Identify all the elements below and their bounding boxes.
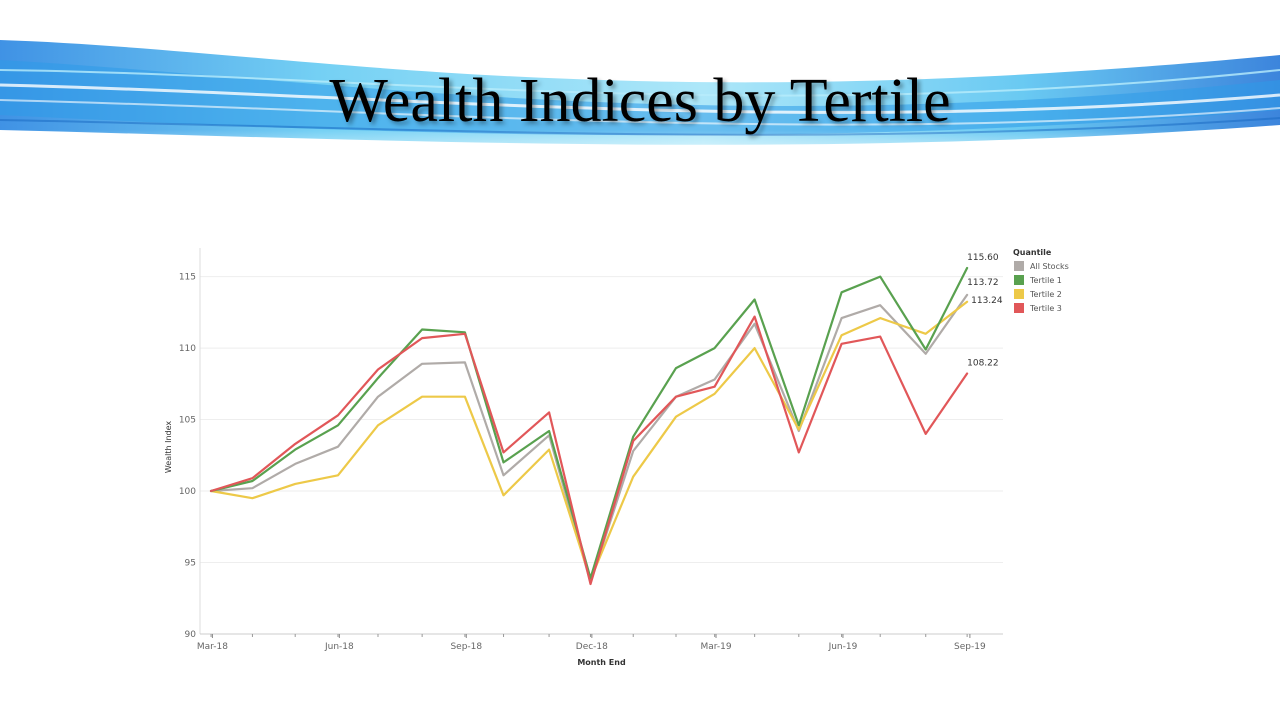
y-tick-label: 100: [179, 487, 196, 497]
x-tick-label: Sep-18: [450, 642, 482, 652]
legend: Quantile All Stocks Tertile 1 Tertile 2 Tert…: [1013, 248, 1069, 313]
series-line-tertile-3: [209, 315, 969, 586]
y-tick-label: 90: [185, 630, 197, 640]
x-tick-label: Dec-18: [576, 642, 608, 652]
y-tick-label: 110: [179, 344, 196, 354]
legend-item[interactable]: Tertile 1: [1014, 275, 1062, 285]
end-value-label: 115.60: [967, 253, 999, 263]
legend-swatch: [1014, 289, 1024, 299]
y-tick-label: 115: [179, 273, 196, 283]
series-line-tertile-1: [209, 266, 969, 580]
x-tick-label: Mar-18: [197, 642, 228, 652]
legend-swatch: [1014, 275, 1024, 285]
series-line-tertile-2: [209, 300, 969, 581]
legend-item[interactable]: Tertile 2: [1014, 289, 1062, 299]
x-tick-label: Sep-19: [954, 642, 986, 652]
end-value-label: 108.22: [967, 359, 999, 369]
legend-item[interactable]: All Stocks: [1014, 261, 1069, 271]
legend-item[interactable]: Tertile 3: [1014, 303, 1062, 313]
end-value-label: 113.24: [971, 296, 1003, 306]
y-axis-title: Wealth Index: [164, 421, 173, 474]
legend-title: Quantile: [1013, 248, 1052, 257]
y-tick-label: 95: [185, 559, 196, 569]
end-value-label: 113.72: [967, 278, 999, 288]
x-axis-title: Month End: [577, 658, 626, 667]
legend-label: All Stocks: [1030, 262, 1069, 271]
series-line-all-stocks: [209, 293, 969, 584]
header-banner: [0, 40, 1280, 170]
x-tick-label: Mar-19: [700, 642, 731, 652]
axes-layer: 90 95 100 105 110 115 Mar-18 Jun-18 Sep-18 Dec-18…: [164, 248, 1003, 667]
grid-layer: [200, 276, 1003, 635]
x-tick-label: Jun-19: [828, 642, 858, 652]
y-tick-label: 105: [179, 416, 196, 426]
end-labels-layer: 113.72 115.60 113.24 108.22: [967, 253, 1003, 369]
legend-swatch: [1014, 261, 1024, 271]
legend-label: Tertile 3: [1029, 304, 1062, 313]
legend-swatch: [1014, 303, 1024, 313]
legend-label: Tertile 1: [1029, 276, 1062, 285]
legend-label: Tertile 2: [1029, 290, 1062, 299]
series-layer: [209, 266, 969, 586]
x-tick-label: Jun-18: [324, 642, 354, 652]
slide-title: Wealth Indices by Tertile: [329, 67, 951, 135]
